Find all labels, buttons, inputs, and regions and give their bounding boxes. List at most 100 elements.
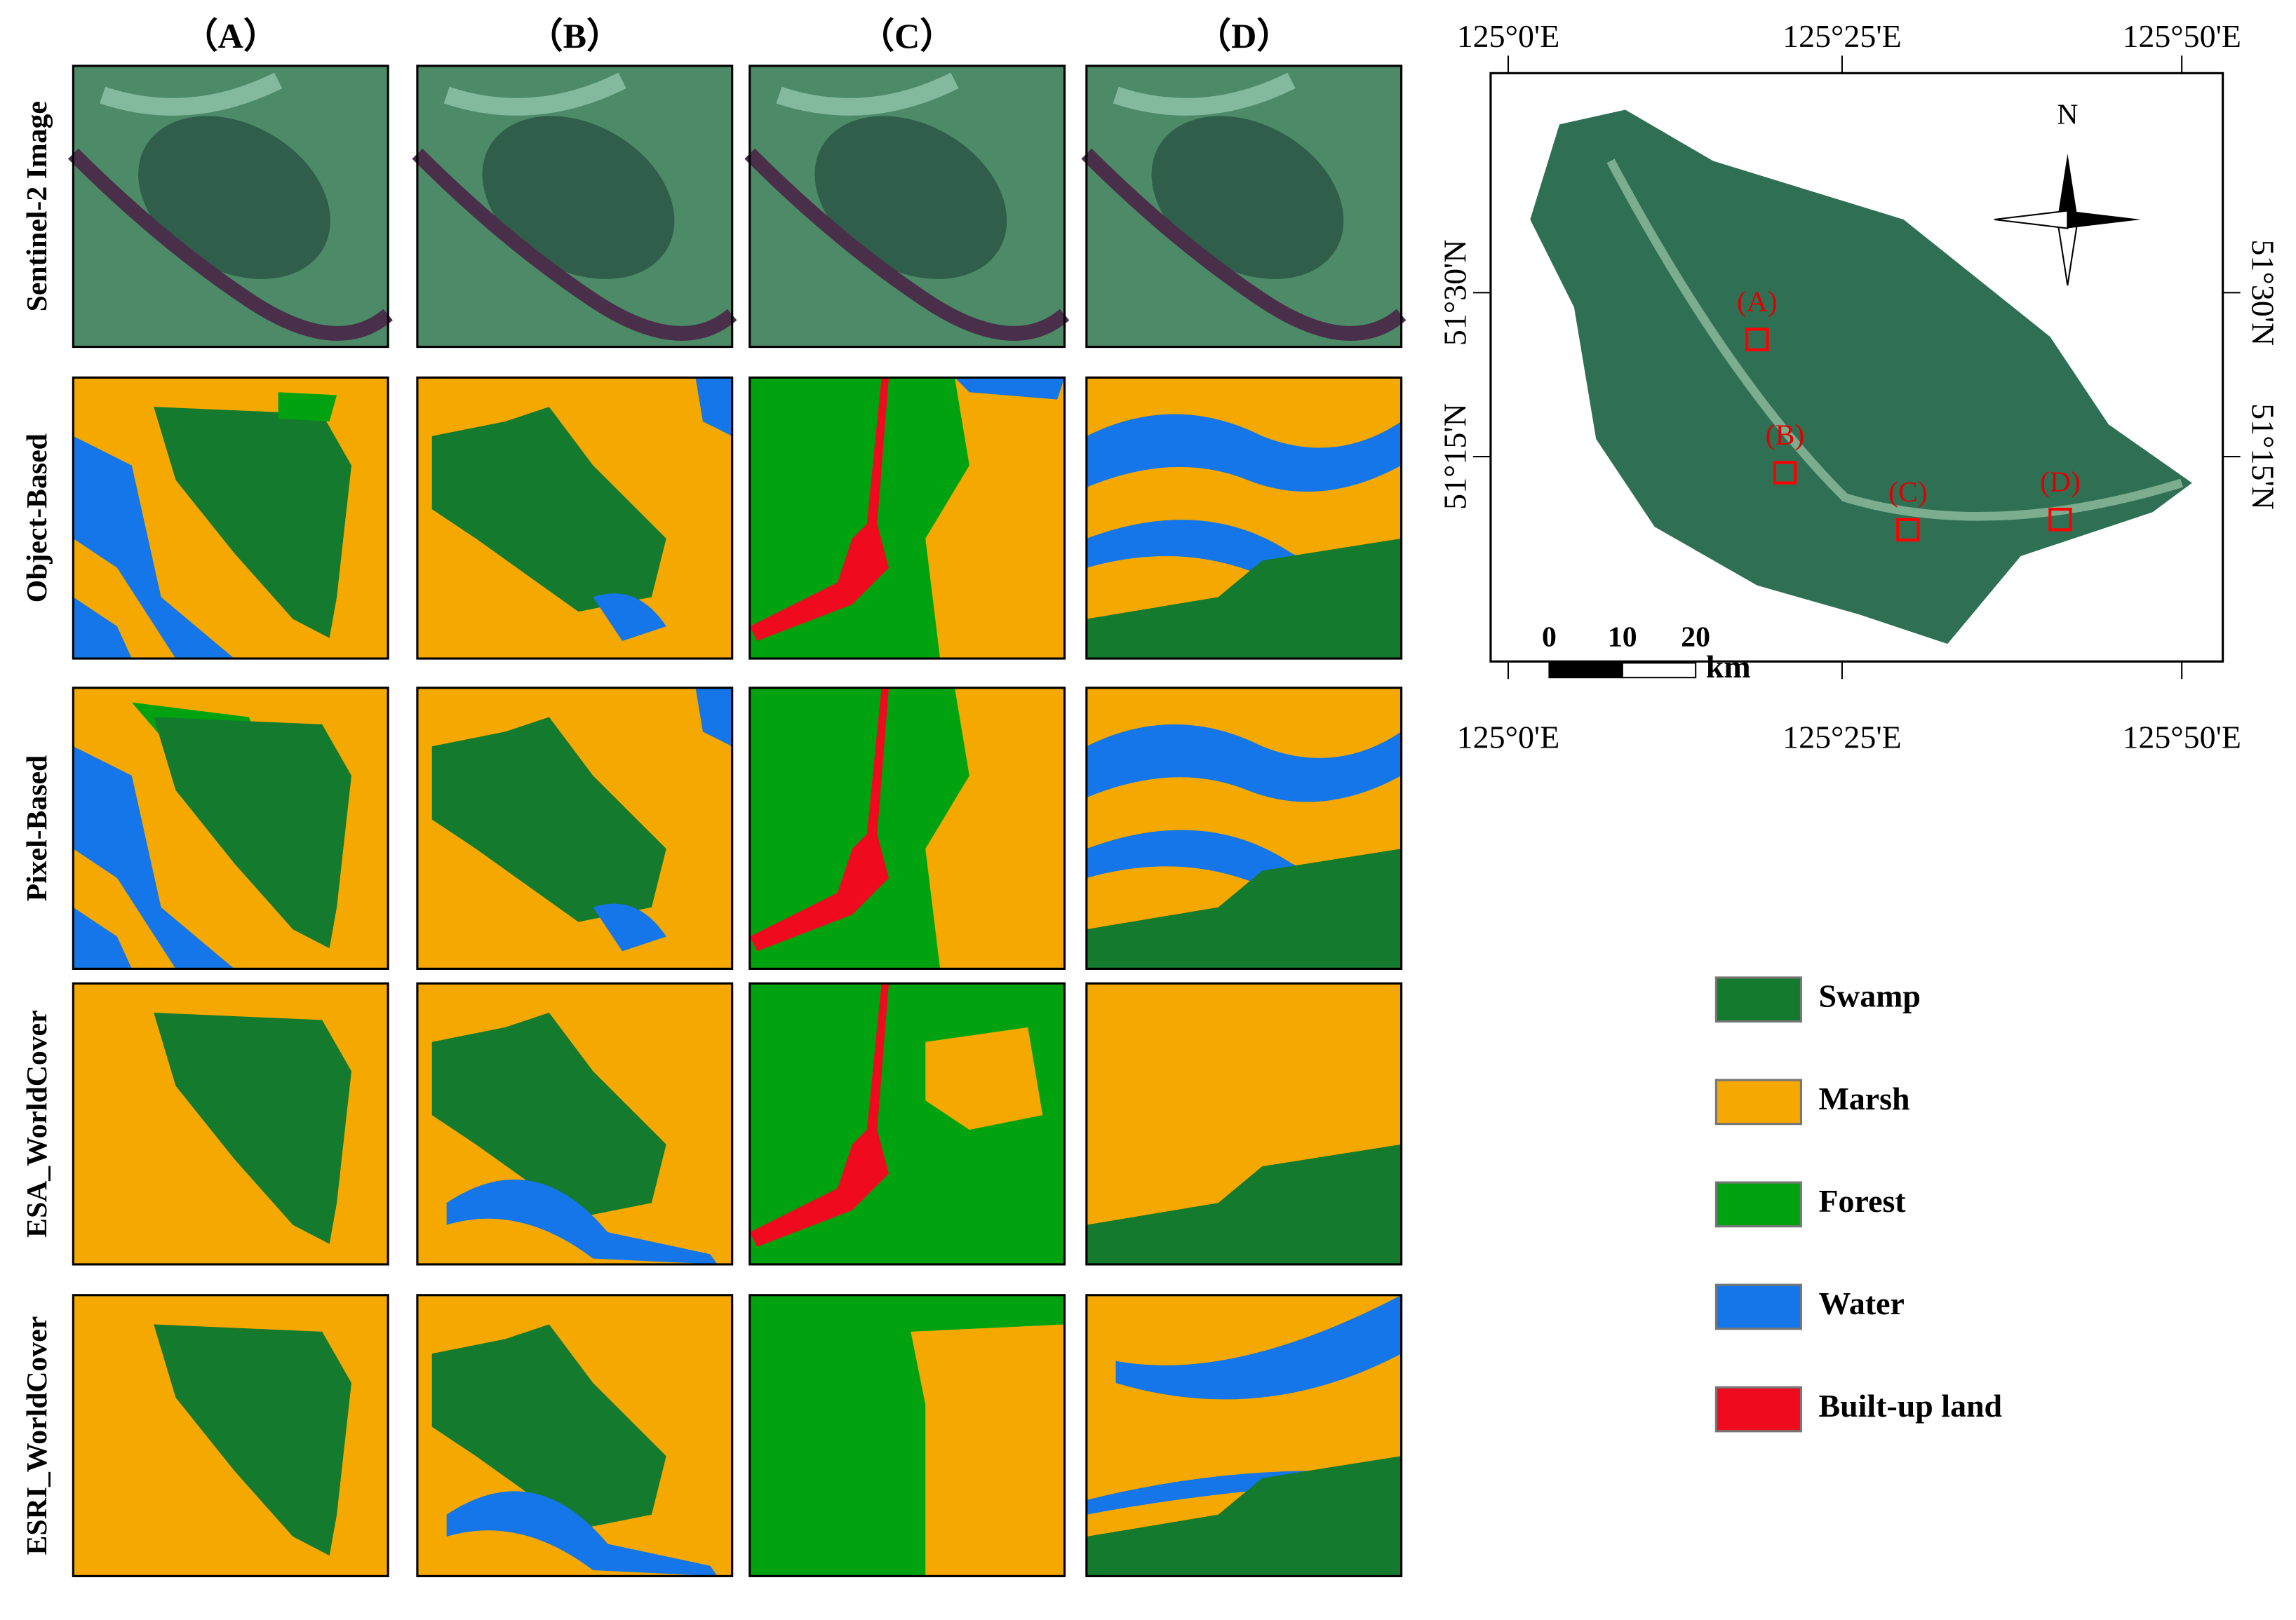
class-patch bbox=[446, 1179, 718, 1264]
row-label: Pixel-Based bbox=[21, 755, 53, 902]
legend-label: Marsh bbox=[1819, 1081, 1910, 1116]
image-feature bbox=[67, 148, 393, 341]
lon-label: 125°25'E bbox=[1783, 719, 1901, 755]
image-feature bbox=[814, 116, 1007, 279]
lat-label: 51°30'N bbox=[1437, 240, 1473, 346]
class-patch bbox=[1115, 1295, 1402, 1400]
panel-frame bbox=[416, 65, 734, 349]
class-patch bbox=[431, 407, 666, 612]
north-arrow bbox=[2056, 218, 2079, 286]
column-label: （C） bbox=[859, 16, 955, 55]
panel bbox=[748, 982, 1066, 1266]
class-patch bbox=[925, 687, 1065, 969]
panel-frame bbox=[1085, 982, 1403, 1266]
legend-swatch bbox=[1714, 1181, 1803, 1228]
class-patch bbox=[73, 436, 234, 659]
column-label: （B） bbox=[528, 16, 622, 55]
class-patch bbox=[154, 1013, 351, 1244]
class-patch bbox=[1086, 414, 1402, 492]
panel bbox=[748, 376, 1066, 660]
image-feature bbox=[443, 72, 626, 116]
panel bbox=[416, 1294, 734, 1577]
class-patch bbox=[925, 377, 1065, 659]
class-patch bbox=[73, 907, 132, 969]
legend-label: Swamp bbox=[1819, 978, 1921, 1014]
panel bbox=[744, 65, 1070, 349]
class-patch bbox=[154, 1324, 351, 1556]
panel bbox=[67, 65, 393, 349]
image-feature bbox=[1113, 72, 1296, 116]
panel-frame bbox=[416, 982, 734, 1266]
panel-frame bbox=[72, 65, 389, 349]
image-feature bbox=[482, 116, 675, 279]
class-patch bbox=[749, 687, 889, 952]
lon-label: 125°50'E bbox=[2122, 719, 2241, 755]
class-patch bbox=[954, 377, 1065, 400]
panel bbox=[72, 376, 389, 660]
scale-unit: km bbox=[1706, 649, 1751, 684]
scale-label: 20 bbox=[1681, 621, 1710, 653]
class-patch bbox=[749, 377, 889, 641]
class-patch bbox=[911, 1324, 1065, 1577]
class-patch bbox=[1086, 849, 1402, 969]
lat-label: 51°15'N bbox=[1437, 403, 1473, 510]
image-feature bbox=[744, 148, 1070, 341]
panel bbox=[1085, 982, 1403, 1266]
panel-frame bbox=[416, 376, 734, 660]
class-patch bbox=[749, 983, 889, 1247]
lat-label: 51°30'N bbox=[2245, 240, 2281, 346]
site-label: (A) bbox=[1737, 286, 1778, 318]
legend-label: Built-up land bbox=[1819, 1388, 2003, 1424]
site-label: (B) bbox=[1766, 419, 1805, 452]
lon-label: 125°50'E bbox=[2122, 18, 2241, 54]
panel bbox=[72, 1294, 389, 1577]
class-patch bbox=[431, 717, 666, 922]
column-label: （A） bbox=[183, 16, 278, 55]
site-label: (D) bbox=[2040, 466, 2081, 498]
image-feature bbox=[776, 72, 959, 116]
panel bbox=[416, 687, 734, 970]
image-feature bbox=[412, 148, 737, 341]
legend-swatch bbox=[1714, 976, 1803, 1023]
row-label: Sentinel-2 Image bbox=[21, 101, 53, 311]
panel-frame bbox=[1085, 376, 1403, 660]
map-frame bbox=[1489, 72, 2224, 663]
class-patch bbox=[154, 717, 351, 949]
north-arrow bbox=[2067, 210, 2141, 229]
class-patch bbox=[593, 593, 666, 641]
column-label: （D） bbox=[1196, 16, 1291, 55]
north-arrow bbox=[1994, 210, 2069, 229]
row-label: Object-Based bbox=[21, 433, 53, 602]
panel-frame bbox=[1085, 687, 1403, 970]
legend-label: Water bbox=[1819, 1285, 1905, 1321]
class-patch bbox=[593, 903, 666, 952]
panel-frame bbox=[72, 982, 389, 1266]
panel-frame bbox=[748, 687, 1066, 970]
panel bbox=[748, 1294, 1066, 1577]
class-patch bbox=[695, 377, 732, 436]
panel-frame bbox=[416, 1294, 734, 1577]
class-patch bbox=[73, 746, 234, 969]
site-box bbox=[1773, 461, 1797, 485]
image-feature bbox=[100, 72, 283, 116]
class-patch bbox=[1086, 1456, 1402, 1577]
class-patch bbox=[1086, 724, 1402, 802]
class-patch bbox=[1086, 1144, 1402, 1264]
row-label: ESA_WorldCover bbox=[21, 1010, 53, 1238]
panel-frame bbox=[1085, 1294, 1403, 1577]
legend-label: Forest bbox=[1819, 1183, 1907, 1219]
panel-frame bbox=[72, 1294, 389, 1577]
site-box bbox=[2048, 508, 2072, 532]
panel bbox=[72, 982, 389, 1266]
class-patch bbox=[73, 597, 132, 659]
class-patch bbox=[431, 1324, 666, 1530]
panel bbox=[416, 376, 734, 660]
panel-frame bbox=[748, 65, 1066, 349]
site-box bbox=[1896, 518, 1920, 542]
site-label: (C) bbox=[1888, 476, 1928, 508]
panel bbox=[412, 65, 737, 349]
class-patch bbox=[154, 407, 351, 638]
row-label: ESRI_WorldCover bbox=[21, 1316, 53, 1555]
image-feature bbox=[138, 116, 330, 279]
